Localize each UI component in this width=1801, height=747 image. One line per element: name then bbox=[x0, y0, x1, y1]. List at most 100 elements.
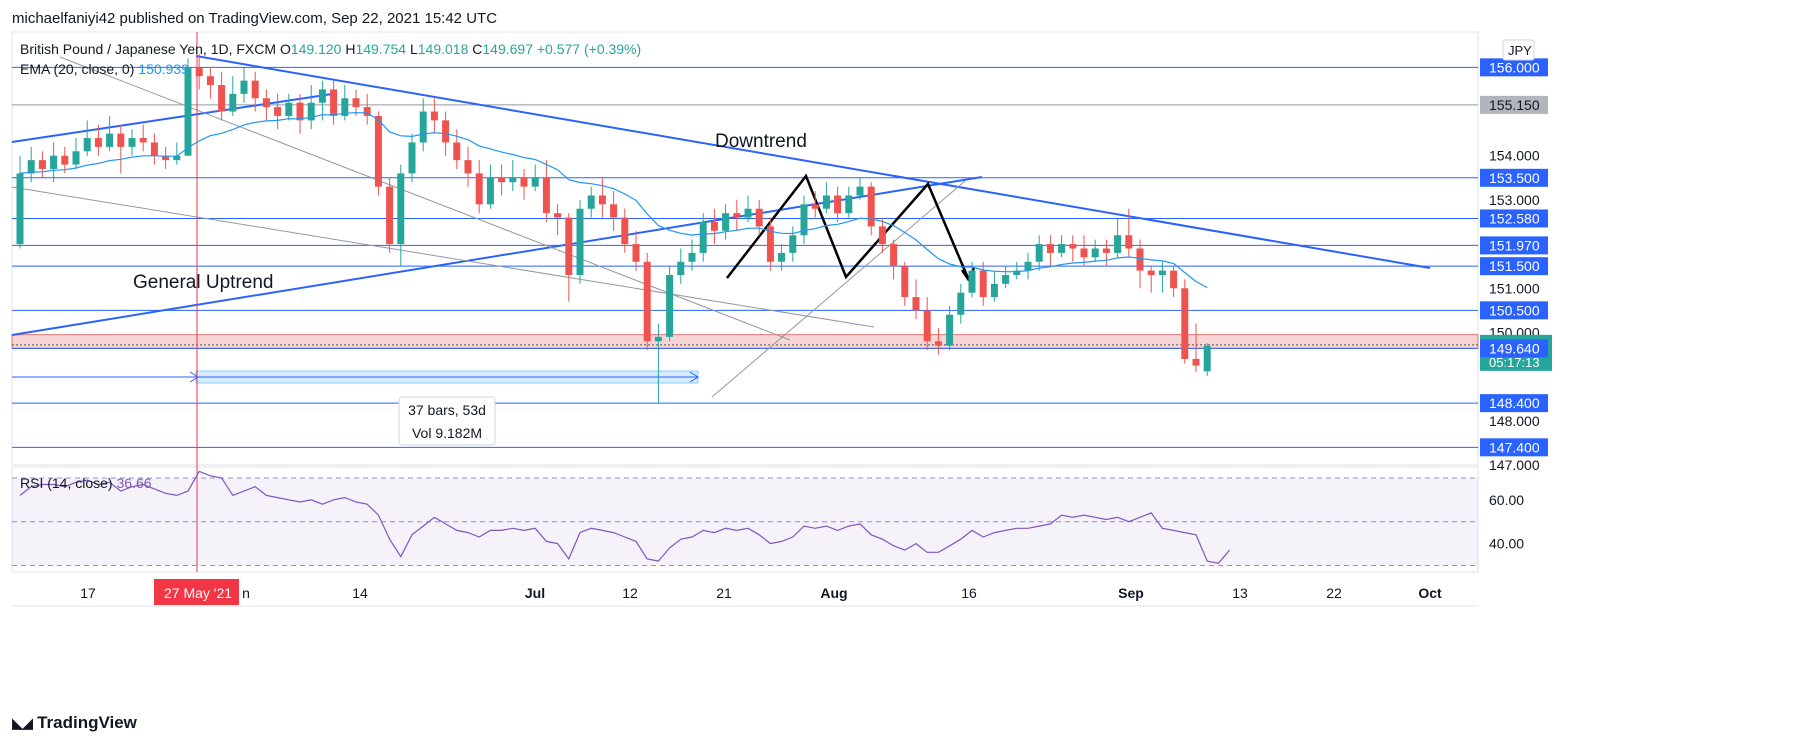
price-badge-label: 155.150 bbox=[1489, 97, 1540, 113]
measure-vol-label: Vol 9.182M bbox=[412, 425, 482, 441]
date-cursor-badge bbox=[154, 579, 239, 605]
price-badge bbox=[1480, 58, 1548, 77]
candle-body bbox=[890, 244, 898, 267]
candle-body bbox=[262, 98, 270, 108]
currency-tag-box bbox=[1502, 39, 1535, 61]
candle-body bbox=[733, 213, 741, 218]
candle-body bbox=[856, 186, 864, 196]
trendline bbox=[59, 56, 791, 341]
price-badge bbox=[1480, 438, 1548, 457]
time-axis: 17 27 May '21 n 14 Jul 12 21 Aug 16 Sep 13 22 Oct bbox=[80, 579, 1442, 605]
price-badge-label: 156.000 bbox=[1489, 59, 1540, 75]
candle-body bbox=[1114, 235, 1122, 253]
candle-body bbox=[139, 138, 147, 143]
candle-body bbox=[1136, 248, 1144, 271]
candle-body bbox=[453, 142, 461, 161]
price-badge bbox=[1480, 257, 1548, 276]
trendline bbox=[11, 93, 333, 143]
candle-body bbox=[509, 177, 517, 183]
candle-body bbox=[946, 314, 954, 346]
candle-body bbox=[666, 275, 674, 337]
measure-tooltip-box bbox=[398, 396, 496, 446]
time-tick-label: 16 bbox=[961, 585, 977, 601]
candle-body bbox=[498, 177, 506, 183]
candle-body bbox=[251, 80, 259, 99]
date-range-arrow bbox=[689, 371, 699, 383]
candle-body bbox=[240, 80, 248, 94]
candle-body bbox=[464, 160, 472, 174]
price-axis: 156.000 155.150 154.000 153.500 153.000 152.5… bbox=[1480, 39, 1552, 552]
candle-body bbox=[318, 89, 326, 103]
candle-body bbox=[442, 120, 450, 143]
downtrend-label: Downtrend bbox=[715, 131, 807, 152]
candle-body bbox=[621, 217, 629, 245]
candle-body bbox=[173, 155, 181, 161]
footer-brand: TradingView bbox=[37, 713, 137, 732]
candle-body bbox=[117, 133, 125, 147]
candle-body bbox=[16, 173, 24, 245]
publisher-line: michaelfaniyi42 published on TradingView… bbox=[12, 10, 498, 27]
candle-body bbox=[397, 173, 405, 245]
candle-body bbox=[1002, 275, 1010, 284]
trendline bbox=[11, 186, 875, 328]
candle-body bbox=[1158, 270, 1166, 276]
price-badge-label: 151.970 bbox=[1489, 237, 1540, 253]
rsi-pane bbox=[12, 470, 1478, 566]
candle-body bbox=[789, 235, 797, 253]
candle-body bbox=[1147, 270, 1155, 276]
candle-body bbox=[363, 107, 371, 116]
candle-body bbox=[1125, 235, 1133, 249]
candle-body bbox=[1069, 244, 1077, 249]
candle-body bbox=[744, 208, 752, 218]
candle-body bbox=[408, 142, 416, 174]
candle-body bbox=[710, 221, 718, 231]
time-tick-label: 13 bbox=[1232, 585, 1248, 601]
chart-canvas[interactable]: 156.000 155.150 154.000 153.500 153.000 152.5… bbox=[0, 0, 1801, 710]
candle-body bbox=[374, 115, 382, 187]
candle-body bbox=[162, 155, 170, 161]
candle-body bbox=[990, 283, 998, 298]
candle-body bbox=[419, 111, 427, 143]
time-tick-label: Jul bbox=[525, 585, 545, 601]
price-badge bbox=[1480, 168, 1548, 187]
support-zone-rect bbox=[11, 334, 1479, 349]
candle-body bbox=[968, 270, 976, 293]
time-tick-label: 22 bbox=[1326, 585, 1342, 601]
candle-body bbox=[610, 204, 618, 218]
price-badge bbox=[1480, 394, 1548, 413]
candle-body bbox=[587, 195, 595, 209]
ema-line bbox=[19, 112, 1208, 289]
candle-body bbox=[923, 310, 931, 342]
candle-body bbox=[755, 208, 763, 227]
trendline-drawings bbox=[11, 32, 1431, 572]
price-badge-label: 153.500 bbox=[1489, 170, 1540, 186]
price-tick-label: 151.000 bbox=[1489, 280, 1540, 296]
date-cursor-label: 27 May '21 bbox=[164, 585, 232, 601]
candle-body bbox=[1080, 248, 1088, 258]
trendline bbox=[195, 55, 1431, 269]
candle-body bbox=[1091, 248, 1099, 258]
uptrend-label: General Uptrend bbox=[133, 272, 273, 293]
candle-body bbox=[330, 89, 338, 116]
candle-body bbox=[934, 341, 942, 346]
time-tick-label: Aug bbox=[820, 585, 847, 601]
candle-body bbox=[27, 160, 35, 174]
candle-body bbox=[486, 177, 494, 205]
candle-body bbox=[386, 186, 394, 245]
price-badge bbox=[1480, 95, 1548, 114]
time-tick-label: n bbox=[242, 585, 250, 601]
candle-body bbox=[957, 292, 965, 315]
price-badge-label: 148.400 bbox=[1489, 395, 1540, 411]
chart-texts: British Pound / Japanese Yen, 1D, FXCM O… bbox=[20, 41, 807, 491]
candle-body bbox=[554, 213, 562, 218]
price-tick-label: 148.000 bbox=[1489, 413, 1540, 429]
candle-body bbox=[901, 266, 909, 298]
candle-body bbox=[1035, 244, 1043, 262]
candle-body bbox=[822, 195, 830, 209]
price-pane-frame bbox=[11, 31, 1479, 466]
price-badge-label: 147.400 bbox=[1489, 439, 1540, 455]
rsi-tick-label: 60.00 bbox=[1489, 492, 1524, 508]
candle-body bbox=[150, 142, 158, 156]
candle-body bbox=[878, 226, 886, 245]
candle-body bbox=[94, 138, 102, 147]
